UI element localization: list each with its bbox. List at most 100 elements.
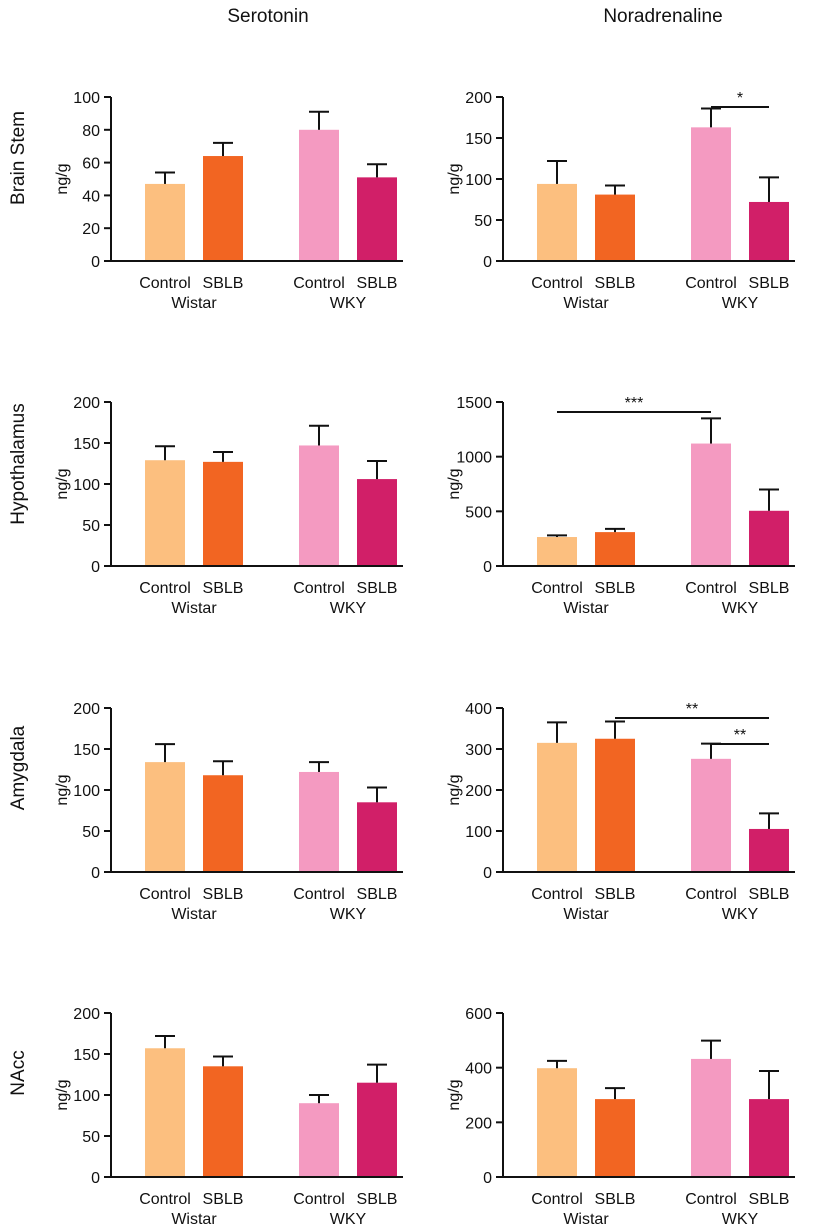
y-tick-label-amygdala-noradrenaline-100: 100 — [465, 824, 492, 841]
y-tick-label-brain-stem-serotonin-20: 20 — [82, 221, 100, 238]
y-tick-label-brain-stem-noradrenaline-0: 0 — [483, 254, 492, 271]
y-axis-label-hypothalamus-noradrenaline: ng/g — [446, 468, 463, 499]
category-label-hypothalamus-serotonin-0: Control — [139, 580, 191, 597]
category-label-amygdala-noradrenaline-1: SBLB — [595, 886, 636, 903]
bar-hypothalamus-serotonin-wistar-control — [145, 460, 185, 566]
y-tick-label-nacc-noradrenaline-200: 200 — [465, 1115, 492, 1132]
category-label-nacc-noradrenaline-3: SBLB — [749, 1191, 790, 1208]
group-label-hypothalamus-serotonin-wky: WKY — [330, 600, 367, 617]
y-axis-label-hypothalamus-serotonin: ng/g — [54, 468, 71, 499]
bar-amygdala-serotonin-wistar-sblb — [203, 775, 243, 872]
y-tick-label-nacc-serotonin-100: 100 — [73, 1088, 100, 1105]
category-label-hypothalamus-noradrenaline-0: Control — [531, 580, 583, 597]
y-tick-label-nacc-noradrenaline-600: 600 — [465, 1006, 492, 1023]
y-tick-label-brain-stem-serotonin-0: 0 — [91, 254, 100, 271]
category-label-hypothalamus-serotonin-1: SBLB — [203, 580, 244, 597]
bar-nacc-noradrenaline-wistar-sblb — [595, 1099, 635, 1177]
y-tick-label-amygdala-noradrenaline-200: 200 — [465, 783, 492, 800]
category-label-amygdala-serotonin-0: Control — [139, 886, 191, 903]
y-tick-label-nacc-serotonin-150: 150 — [73, 1047, 100, 1064]
chart-amygdala-serotonin: 0 50 100 150 200 ng/g Control SBLB Control SBLB Wi… — [54, 701, 403, 923]
category-label-brain-stem-noradrenaline-3: SBLB — [749, 275, 790, 292]
chart-amygdala-noradrenaline: 0 100 200 300 400 ng/g Control SBLB Control SBLB W… — [446, 701, 795, 923]
y-tick-label-brain-stem-serotonin-100: 100 — [73, 90, 100, 107]
category-label-hypothalamus-noradrenaline-2: Control — [685, 580, 737, 597]
y-tick-label-hypothalamus-serotonin-200: 200 — [73, 395, 100, 412]
y-tick-label-amygdala-noradrenaline-400: 400 — [465, 701, 492, 718]
y-axis-label-nacc-noradrenaline: ng/g — [446, 1079, 463, 1110]
bar-hypothalamus-noradrenaline-wistar-sblb — [595, 532, 635, 566]
category-label-hypothalamus-serotonin-3: SBLB — [357, 580, 398, 597]
bar-brain-stem-noradrenaline-wky-control — [691, 127, 731, 261]
group-label-amygdala-serotonin-wky: WKY — [330, 906, 367, 923]
group-label-brain-stem-noradrenaline-wistar: Wistar — [563, 295, 609, 312]
group-label-brain-stem-noradrenaline-wky: WKY — [722, 295, 759, 312]
category-label-brain-stem-serotonin-0: Control — [139, 275, 191, 292]
y-tick-label-hypothalamus-serotonin-100: 100 — [73, 477, 100, 494]
y-tick-label-amygdala-serotonin-50: 50 — [82, 824, 100, 841]
category-label-brain-stem-serotonin-1: SBLB — [203, 275, 244, 292]
row-title-nacc: NAcc — [8, 1050, 29, 1095]
bar-amygdala-noradrenaline-wistar-sblb — [595, 738, 635, 872]
y-axis-label-brain-stem-noradrenaline: ng/g — [446, 163, 463, 194]
bar-brain-stem-serotonin-wistar-sblb — [203, 156, 243, 261]
y-tick-label-hypothalamus-serotonin-150: 150 — [73, 436, 100, 453]
y-tick-label-nacc-noradrenaline-0: 0 — [483, 1170, 492, 1187]
category-label-nacc-noradrenaline-2: Control — [685, 1191, 737, 1208]
group-label-brain-stem-serotonin-wky: WKY — [330, 295, 367, 312]
y-tick-label-hypothalamus-noradrenaline-1000: 1000 — [456, 450, 492, 467]
significance-label-amygdala-noradrenaline-1: ** — [734, 727, 746, 744]
bar-brain-stem-noradrenaline-wky-sblb — [749, 201, 789, 261]
y-tick-label-brain-stem-serotonin-80: 80 — [82, 123, 100, 140]
category-label-amygdala-serotonin-3: SBLB — [357, 886, 398, 903]
category-label-hypothalamus-noradrenaline-1: SBLB — [595, 580, 636, 597]
y-tick-label-amygdala-noradrenaline-300: 300 — [465, 742, 492, 759]
column-title-noradrenaline: Noradrenaline — [603, 6, 722, 27]
category-label-amygdala-serotonin-2: Control — [293, 886, 345, 903]
category-label-nacc-noradrenaline-1: SBLB — [595, 1191, 636, 1208]
bar-nacc-serotonin-wky-sblb — [357, 1082, 397, 1177]
category-label-hypothalamus-serotonin-2: Control — [293, 580, 345, 597]
y-tick-label-amygdala-serotonin-200: 200 — [73, 701, 100, 718]
bar-hypothalamus-serotonin-wistar-sblb — [203, 461, 243, 566]
bar-hypothalamus-serotonin-wky-control — [299, 445, 339, 566]
bar-hypothalamus-serotonin-wky-sblb — [357, 479, 397, 566]
y-tick-label-hypothalamus-serotonin-0: 0 — [91, 559, 100, 576]
y-tick-label-amygdala-serotonin-150: 150 — [73, 742, 100, 759]
group-label-amygdala-noradrenaline-wky: WKY — [722, 906, 759, 923]
category-label-nacc-serotonin-3: SBLB — [357, 1191, 398, 1208]
y-tick-label-hypothalamus-noradrenaline-0: 0 — [483, 559, 492, 576]
chart-brain-stem-serotonin: 0 20 40 60 80 100 ng/g Control SBLB Control SBLB Wi… — [54, 90, 403, 312]
chart-hypothalamus-serotonin: 0 50 100 150 200 ng/g Control SBLB Control SBLB Wi… — [54, 395, 403, 617]
y-tick-label-hypothalamus-noradrenaline-1500: 1500 — [456, 395, 492, 412]
group-label-nacc-noradrenaline-wky: WKY — [722, 1211, 759, 1228]
chart-nacc-serotonin: 0 50 100 150 200 ng/g Control SBLB Control SBLB Wi… — [54, 1006, 403, 1228]
group-label-nacc-serotonin-wistar: Wistar — [171, 1211, 217, 1228]
bar-brain-stem-noradrenaline-wistar-sblb — [595, 194, 635, 261]
group-label-brain-stem-serotonin-wistar: Wistar — [171, 295, 217, 312]
y-tick-label-amygdala-serotonin-100: 100 — [73, 783, 100, 800]
y-tick-label-brain-stem-noradrenaline-50: 50 — [474, 213, 492, 230]
y-axis-label-amygdala-serotonin: ng/g — [54, 774, 71, 805]
group-label-hypothalamus-noradrenaline-wistar: Wistar — [563, 600, 609, 617]
y-tick-label-brain-stem-serotonin-40: 40 — [82, 188, 100, 205]
group-label-nacc-noradrenaline-wistar: Wistar — [563, 1211, 609, 1228]
bar-amygdala-noradrenaline-wky-sblb — [749, 828, 789, 872]
y-tick-label-nacc-serotonin-0: 0 — [91, 1170, 100, 1187]
bar-amygdala-serotonin-wky-sblb — [357, 802, 397, 872]
bar-nacc-noradrenaline-wistar-control — [537, 1068, 577, 1177]
chart-nacc-noradrenaline: 0 200 400 600 ng/g Control SBLB Control SBLB Wist… — [446, 1006, 795, 1228]
category-label-brain-stem-noradrenaline-1: SBLB — [595, 275, 636, 292]
y-tick-label-nacc-serotonin-200: 200 — [73, 1006, 100, 1023]
row-title-hypothalamus: Hypothalamus — [8, 403, 29, 524]
bar-hypothalamus-noradrenaline-wistar-control — [537, 537, 577, 566]
y-axis-label-brain-stem-serotonin: ng/g — [54, 163, 71, 194]
bar-hypothalamus-noradrenaline-wky-sblb — [749, 510, 789, 566]
y-axis-label-nacc-serotonin: ng/g — [54, 1079, 71, 1110]
category-label-brain-stem-serotonin-2: Control — [293, 275, 345, 292]
y-tick-label-brain-stem-noradrenaline-200: 200 — [465, 90, 492, 107]
bar-nacc-noradrenaline-wky-sblb — [749, 1099, 789, 1177]
bar-nacc-noradrenaline-wky-control — [691, 1058, 731, 1177]
